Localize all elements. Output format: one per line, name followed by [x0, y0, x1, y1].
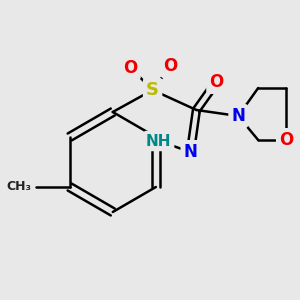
Text: O: O [279, 131, 293, 149]
Text: N: N [184, 143, 197, 161]
Text: O: O [124, 59, 138, 77]
Text: O: O [209, 73, 224, 91]
Text: S: S [146, 81, 159, 99]
Text: O: O [164, 57, 178, 75]
Text: NH: NH [146, 134, 172, 148]
Text: CH₃: CH₃ [7, 181, 32, 194]
Text: N: N [231, 107, 245, 125]
